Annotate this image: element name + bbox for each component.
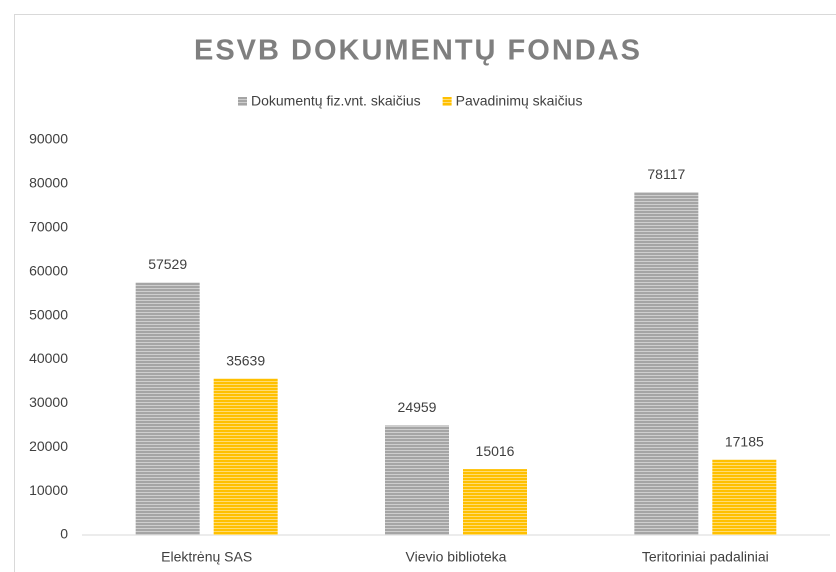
data-label: 78117 (647, 166, 685, 182)
x-tick-label: Vievio biblioteka (406, 549, 507, 565)
data-label: 24959 (398, 399, 437, 415)
y-tick-label: 20000 (29, 438, 68, 454)
data-label: 35639 (226, 352, 265, 368)
y-tick-label: 30000 (29, 394, 68, 410)
y-tick-label: 60000 (29, 262, 68, 278)
legend-swatch (442, 97, 452, 106)
y-tick-label: 10000 (29, 482, 68, 498)
y-tick-label: 50000 (29, 306, 68, 322)
data-label: 17185 (725, 433, 764, 449)
x-tick-label: Teritoriniai padaliniai (642, 549, 769, 565)
bar (712, 459, 777, 535)
chart-title: ESVB DOKUMENTŲ FONDAS (194, 35, 642, 67)
y-tick-label: 40000 (29, 350, 68, 366)
bar (213, 378, 278, 535)
y-tick-label: 70000 (29, 218, 68, 234)
y-tick-label: 0 (60, 526, 68, 542)
data-label: 57529 (148, 256, 187, 272)
legend-label: Dokumentų fiz.vnt. skaičius (251, 93, 421, 109)
bar (385, 425, 449, 535)
bar (634, 192, 699, 535)
y-tick-label: 90000 (29, 131, 68, 147)
y-tick-label: 80000 (29, 175, 68, 191)
x-tick-label: Elektrėnų SAS (161, 549, 252, 565)
data-label: 15016 (476, 443, 515, 459)
legend-label: Pavadinimų skaičius (456, 93, 583, 109)
bar (135, 282, 200, 535)
legend-swatch (238, 97, 247, 106)
bar (463, 469, 527, 535)
